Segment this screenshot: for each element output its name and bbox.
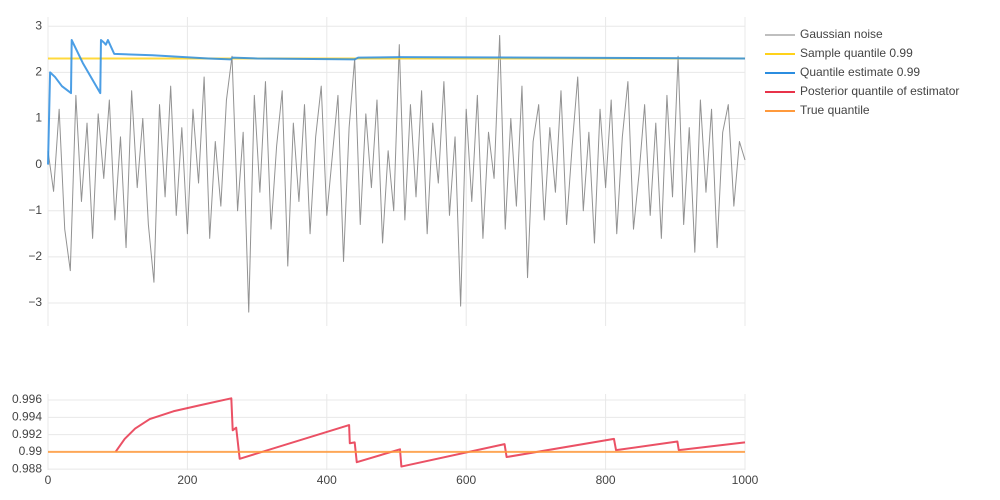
y-tick-label: −1 <box>28 203 42 217</box>
x-tick-label: 400 <box>317 473 337 487</box>
legend-label: Sample quantile 0.99 <box>800 46 913 60</box>
y-tick-label: −2 <box>28 249 42 263</box>
x-tick-label: 1000 <box>732 473 759 487</box>
y-tick-label: 0.99 <box>19 444 43 458</box>
y-tick-label: 0.996 <box>12 392 42 406</box>
legend-label: Quantile estimate 0.99 <box>800 65 920 79</box>
y-tick-label: −3 <box>28 295 42 309</box>
x-tick-label: 0 <box>45 473 52 487</box>
y-tick-label: 0.994 <box>12 409 42 423</box>
series-line <box>47 34 746 313</box>
y-tick-label: 0.992 <box>12 427 42 441</box>
x-tick-label: 800 <box>596 473 616 487</box>
y-tick-label: 3 <box>35 18 42 32</box>
series-line <box>47 39 746 165</box>
legend-label: Gaussian noise <box>800 27 883 41</box>
y-tick-label: 0 <box>35 157 42 171</box>
y-tick-label: 1 <box>35 111 42 125</box>
y-tick-label: 2 <box>35 65 42 79</box>
x-tick-label: 600 <box>456 473 476 487</box>
series-line <box>114 397 746 468</box>
legend-label: True quantile <box>800 103 870 117</box>
y-tick-label: 0.988 <box>12 461 42 475</box>
x-tick-label: 200 <box>177 473 197 487</box>
legend-label: Posterior quantile of estimator <box>800 84 959 98</box>
